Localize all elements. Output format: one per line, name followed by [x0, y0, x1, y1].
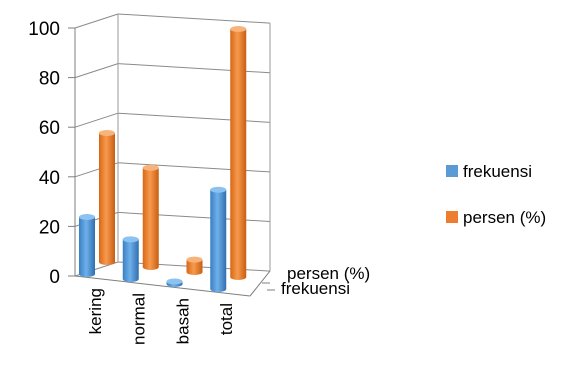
- legend-swatch-persen: [446, 211, 458, 223]
- bar-persen-normal: [142, 164, 159, 270]
- y-tick-label: 80: [39, 69, 60, 90]
- bar-top: [210, 186, 227, 193]
- bar-top: [142, 164, 159, 171]
- legend-label-persen: persen (%): [463, 208, 546, 227]
- gridline-side: [74, 13, 119, 29]
- bar-top: [230, 26, 247, 32]
- depth-label-persen: persen (%): [287, 264, 370, 283]
- category-label-kering: kering: [86, 288, 105, 334]
- legend-item-persen: persen (%): [446, 208, 546, 227]
- bar-top: [79, 213, 95, 220]
- bar-persen-total: [230, 26, 247, 280]
- bar-body: [79, 216, 95, 277]
- bar-top: [99, 130, 115, 137]
- category-label-basah: basah: [173, 298, 192, 344]
- y-axis-ticks: 0 20 40 60 80 100: [28, 19, 60, 288]
- gridline-back: [117, 63, 271, 74]
- bar-top: [166, 278, 183, 285]
- gridline-back: [117, 112, 271, 123]
- bar-body: [210, 189, 227, 292]
- y-tick-label: 20: [39, 217, 60, 238]
- gridline-side: [74, 63, 119, 79]
- bar-body: [142, 167, 159, 270]
- legend: frekuensi persen (%): [446, 162, 546, 227]
- y-tick-label: 60: [39, 118, 60, 139]
- bar-frekuensi-basah: [166, 278, 183, 287]
- gridline-side: [74, 112, 119, 128]
- gridline-back: [117, 13, 271, 24]
- bar-frekuensi-normal: [122, 236, 139, 282]
- legend-swatch-frekuensi: [446, 165, 458, 177]
- depth-label-frekuensi: frekuensi: [281, 279, 350, 298]
- bar-body: [186, 259, 203, 275]
- bar-frekuensi-kering: [79, 213, 95, 277]
- axes: [68, 14, 275, 297]
- bar-body: [230, 29, 247, 280]
- bar-top: [122, 236, 139, 243]
- legend-label-frekuensi: frekuensi: [463, 162, 532, 181]
- bars: [79, 26, 247, 292]
- bar-body: [99, 133, 115, 265]
- category-label-normal: normal: [130, 293, 149, 345]
- bar-top: [186, 256, 203, 263]
- bar-persen-kering: [99, 130, 115, 265]
- gridline-back: [117, 211, 271, 223]
- y-tick-label: 0: [49, 267, 60, 288]
- gridline-back: [117, 162, 271, 173]
- bar-body: [122, 239, 139, 282]
- bar-persen-basah: [186, 256, 203, 275]
- y-tick-label: 100: [28, 19, 60, 40]
- category-labels: kering normal basah total: [86, 288, 236, 345]
- legend-item-frekuensi: frekuensi: [446, 162, 532, 181]
- category-label-total: total: [217, 303, 236, 335]
- bar-frekuensi-total: [210, 186, 227, 292]
- x-axis-line: [74, 275, 251, 297]
- y-tick-label: 40: [39, 168, 60, 189]
- depth-axis-line: [249, 270, 271, 297]
